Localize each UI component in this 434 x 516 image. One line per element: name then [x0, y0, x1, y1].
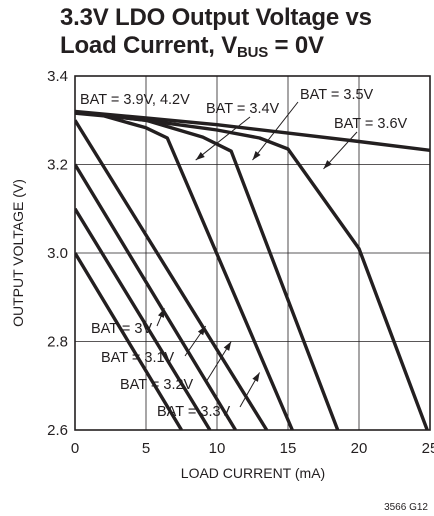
series-line-bat-3-6v: [75, 110, 429, 430]
series-line-bat-3-1v: [75, 207, 212, 430]
x-tick-label: 15: [280, 440, 297, 457]
arrow-bat-3-6v: [323, 131, 358, 170]
series-line-bat-3-9v-4-2v: [75, 109, 430, 152]
chart-title-subscript: BUS: [237, 44, 269, 61]
x-tick-label: 10: [209, 440, 226, 457]
label-bat-3-6v: BAT = 3.6V: [334, 116, 408, 132]
label-bat-3-2v: BAT = 3.2V: [120, 377, 194, 393]
y-tick-label: 3.2: [47, 157, 68, 174]
y-tick-labels: 2.6 2.8 3.0 3.2 3.4: [47, 68, 68, 439]
plot-frame: [74, 75, 431, 431]
label-bat-3-9v-4-2v: BAT = 3.9V, 4.2V: [80, 92, 190, 108]
annotation-arrows: [156, 101, 358, 408]
y-tick-label: 3.0: [47, 245, 68, 262]
y-tick-label: 2.8: [47, 334, 68, 351]
arrow-bat-3v: [156, 308, 165, 327]
arrow-bat-3-5v: [252, 101, 299, 161]
arrow-bat-3-3v: [239, 372, 261, 408]
label-bat-3-3v: BAT = 3.3V: [157, 404, 231, 420]
arrow-bat-3-2v: [205, 341, 232, 383]
x-tick-label: 5: [142, 440, 150, 457]
series-line-bat-3-2v: [75, 163, 237, 430]
series-line-bat-3v: [75, 252, 183, 430]
x-tick-labels: 0 5 10 15 20 25: [71, 440, 434, 457]
arrow-bat-3-4v: [195, 116, 251, 161]
x-tick-label: 25: [422, 440, 434, 457]
label-bat-3-1v: BAT = 3.1V: [101, 350, 175, 366]
grid-lines: [75, 76, 430, 430]
y-axis-label: OUTPUT VOLTAGE (V): [10, 179, 26, 327]
label-bat-3-4v: BAT = 3.4V: [206, 101, 280, 117]
chart-title: 3.3V LDO Output Voltage vs Load Current,…: [60, 4, 430, 67]
label-bat-3v: BAT = 3V: [91, 321, 152, 337]
figure-id: 3566 G12: [384, 502, 428, 513]
chart-title-main: 3.3V LDO Output Voltage vs Load Current,…: [60, 4, 372, 59]
series-lines: [75, 109, 430, 430]
label-bat-3-5v: BAT = 3.5V: [300, 87, 374, 103]
y-tick-label: 3.4: [47, 68, 68, 85]
series-line-bat-3-3v: [75, 119, 269, 430]
x-axis-label: LOAD CURRENT (mA): [181, 465, 325, 481]
x-tick-label: 0: [71, 440, 79, 457]
y-tick-label: 2.6: [47, 422, 68, 439]
arrow-bat-3-1v: [184, 325, 207, 357]
x-tick-label: 20: [351, 440, 368, 457]
chart-title-tail: = 0V: [268, 32, 324, 59]
annotation-labels: BAT = 3.9V, 4.2V BAT = 3.4V BAT = 3.5V B…: [80, 87, 408, 420]
